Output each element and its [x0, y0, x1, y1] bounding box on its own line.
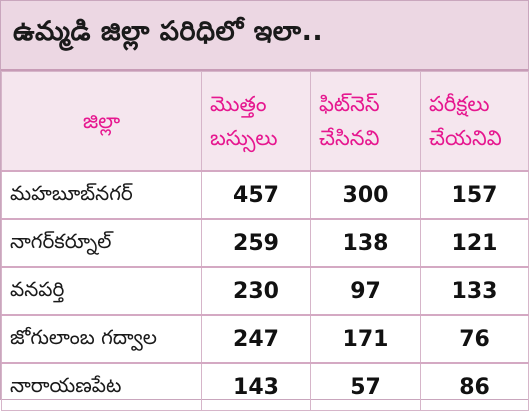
total-buses-value: 457 [201, 170, 311, 220]
header-tests-line1: పరీక్షలు [429, 92, 490, 116]
district-name: నాగర్‌కర్నూల్ [1, 218, 202, 268]
district-name: వనపర్తి [1, 266, 202, 316]
table-row: నాగర్‌కర్నూల్ 259 138 121 [1, 218, 529, 268]
tests-not-done-value: 157 [420, 170, 529, 220]
header-fitness-done: ఫిట్‌నెస్ చేసినవి [310, 71, 421, 172]
header-fitness-line1: ఫిట్‌నెస్ [319, 92, 380, 116]
fitness-done-value: 97 [310, 266, 421, 316]
fitness-done-value: 57 [310, 362, 421, 411]
total-buses-value: 259 [201, 218, 311, 268]
table-row: జోగులాంబ గద్వాల 247 171 76 [1, 314, 529, 364]
header-tests-line2: చేయనివి [429, 126, 502, 150]
total-buses-value: 230 [201, 266, 311, 316]
district-bus-table: జిల్లా మొత్తం బస్సులు ఫిట్‌నెస్ చేసినవి … [1, 71, 529, 411]
table-row: మహబూబ్‌నగర్ 457 300 157 [1, 170, 529, 220]
fitness-done-value: 138 [310, 218, 421, 268]
header-fitness-line2: చేసినవి [319, 126, 380, 150]
fitness-done-value: 300 [310, 170, 421, 220]
district-name: జోగులాంబ గద్వాల [1, 314, 202, 364]
total-buses-value: 143 [201, 362, 311, 411]
total-buses-value: 247 [201, 314, 311, 364]
header-district: జిల్లా [1, 71, 202, 172]
table-title: ఉమ్మడి జిల్లా పరిధిలో ఇలా.. [13, 16, 324, 47]
title-bar: ఉమ్మడి జిల్లా పరిధిలో ఇలా.. [1, 1, 528, 71]
header-total-line2: బస్సులు [210, 126, 278, 150]
header-total-line1: మొత్తం [210, 92, 267, 116]
tests-not-done-value: 133 [420, 266, 529, 316]
district-name: మహబూబ్‌నగర్ [1, 170, 202, 220]
fitness-done-value: 171 [310, 314, 421, 364]
tests-not-done-value: 121 [420, 218, 529, 268]
header-total-buses: మొత్తం బస్సులు [201, 71, 311, 172]
tests-not-done-value: 76 [420, 314, 529, 364]
header-district-label: జిల్లా [82, 109, 121, 133]
district-name: నారాయణపేట [1, 362, 202, 411]
table-row: వనపర్తి 230 97 133 [1, 266, 529, 316]
header-tests-not-done: పరీక్షలు చేయనివి [420, 71, 529, 172]
header-row: జిల్లా మొత్తం బస్సులు ఫిట్‌నెస్ చేసినవి … [1, 71, 529, 172]
tests-not-done-value: 86 [420, 362, 529, 411]
table-row: నారాయణపేట 143 57 86 [1, 362, 529, 411]
